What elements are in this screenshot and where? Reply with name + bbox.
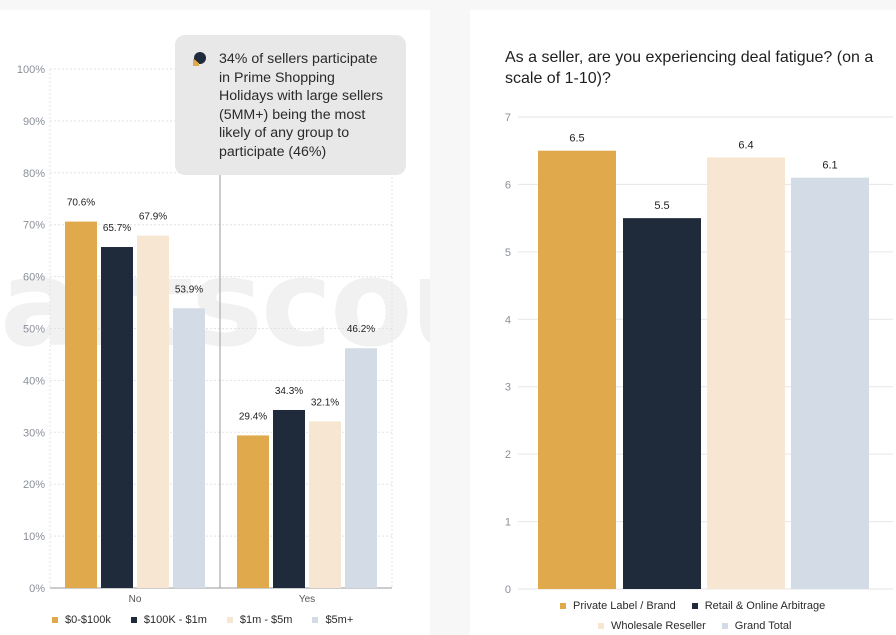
data-label: 67.9% (139, 212, 167, 223)
legend-label: Grand Total (734, 620, 792, 632)
bar (707, 157, 785, 589)
category-label: Yes (299, 594, 315, 605)
data-label: 70.6% (67, 198, 95, 209)
bar (309, 421, 341, 588)
bar (623, 218, 701, 589)
bar (101, 247, 133, 588)
data-label: 6.1 (822, 160, 837, 172)
y-tick-label: 6 (505, 179, 511, 191)
bar (538, 150, 616, 589)
legend-swatch (52, 617, 58, 623)
legend-item: Grand Total (721, 620, 792, 632)
y-tick-label: 0 (505, 584, 511, 596)
legend-swatch (560, 603, 566, 609)
bar (173, 308, 205, 588)
insight-callout: 34% of sellers participate in Prime Shop… (175, 35, 406, 175)
y-tick-label: 2 (505, 449, 511, 461)
data-label: 53.9% (175, 284, 203, 295)
callout-text: 34% of sellers participate in Prime Shop… (219, 51, 384, 160)
bar (65, 221, 97, 588)
y-tick-label: 7 (505, 112, 511, 124)
legend-swatch (598, 623, 604, 629)
legend-item: Retail & Online Arbitrage (691, 600, 826, 612)
data-label: 34.3% (275, 386, 303, 397)
data-label: 29.4% (239, 411, 267, 422)
legend-item: $0-$100k (52, 614, 111, 626)
chat-bubble-icon (193, 52, 206, 66)
legend-swatch (691, 603, 698, 609)
participation-bar-chart: 0% 10% 20% 30% 40% 50% 60% 70% 80% 90% 100% 70.6% 65… (17, 64, 393, 605)
data-label: 5.5 (654, 200, 669, 212)
legend-label: Wholesale Reseller (611, 620, 706, 632)
legend-item: $100K - $1m (130, 614, 207, 626)
legend-swatch (226, 617, 233, 623)
data-label: 6.4 (738, 139, 753, 151)
category-label: No (129, 594, 142, 605)
legend-item: $1m - $5m (226, 614, 293, 626)
legend-item: $5m+ (312, 614, 353, 626)
chart-title: As a seller, are you experiencing deal f… (505, 49, 874, 87)
data-label: 65.7% (103, 223, 131, 234)
bar (791, 177, 869, 589)
bar (137, 235, 169, 588)
legend-item: Wholesale Reseller (598, 620, 706, 632)
legend-swatch (130, 617, 137, 623)
bar (273, 409, 305, 588)
legend-label: $0-$100k (65, 614, 111, 626)
legend-item: Private Label / Brand (560, 600, 676, 612)
y-tick-label: 0% (29, 583, 45, 595)
y-tick-label: 90% (23, 116, 45, 128)
left-legend: $0-$100k $100K - $1m $1m - $5m $5m+ (52, 614, 353, 626)
y-tick-label: 4 (505, 314, 511, 326)
legend-label: $100K - $1m (143, 614, 207, 626)
right-legend-row-1: Private Label / Brand Retail & Online Ar… (560, 600, 825, 612)
y-tick-label: 40% (23, 375, 45, 387)
y-tick-label: 80% (23, 168, 45, 180)
legend-swatch (721, 623, 728, 629)
y-tick-label: 30% (23, 427, 45, 439)
y-tick-label: 100% (17, 64, 45, 76)
data-label: 6.5 (569, 133, 584, 145)
legend-label: Private Label / Brand (573, 600, 676, 612)
legend-label: Retail & Online Arbitrage (704, 600, 826, 612)
legend-label: $1m - $5m (239, 614, 293, 626)
legend-swatch (312, 617, 319, 623)
y-tick-label: 1 (505, 517, 511, 529)
y-tick-label: 60% (23, 272, 45, 284)
data-label: 46.2% (347, 324, 375, 335)
y-tick-label: 10% (23, 531, 45, 543)
legend-label: $5m+ (325, 614, 354, 626)
y-tick-label: 20% (23, 479, 45, 491)
y-tick-label: 70% (23, 220, 45, 232)
y-tick-label: 3 (505, 382, 511, 394)
bar (237, 435, 269, 588)
y-tick-label: 5 (505, 247, 511, 259)
right-legend-row-2: Wholesale Reseller Grand Total (598, 620, 791, 632)
bar (345, 348, 377, 588)
data-label: 32.1% (311, 397, 339, 408)
y-tick-label: 50% (23, 324, 45, 336)
